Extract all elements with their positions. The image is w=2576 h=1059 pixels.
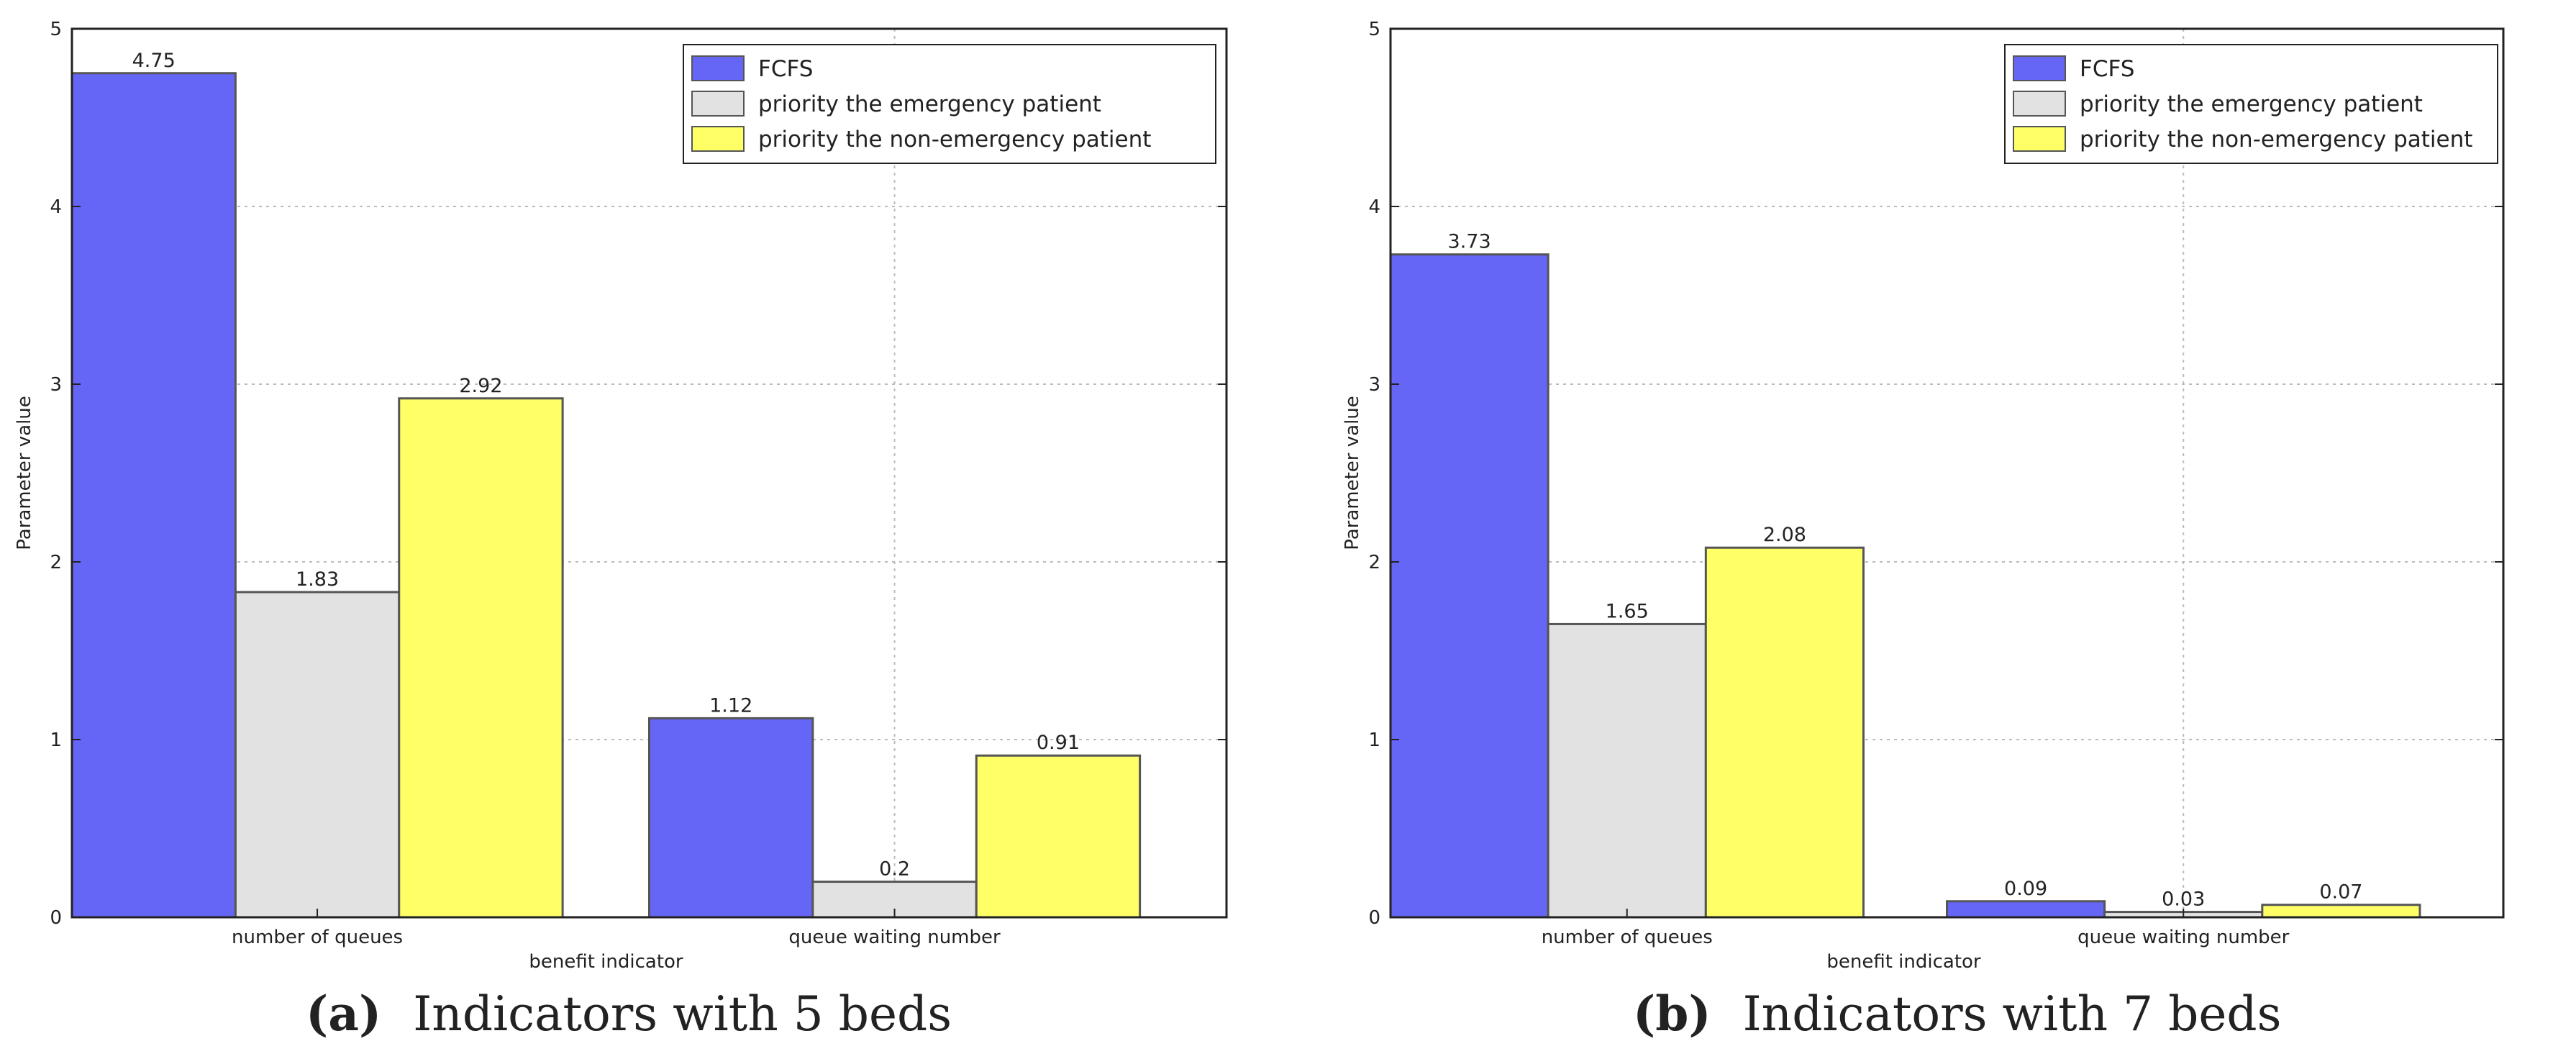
caption-a-text: Indicators with 5 beds xyxy=(413,986,952,1042)
bar-value-label: 0.09 xyxy=(2004,878,2047,900)
legend-label: FCFS xyxy=(2080,56,2134,82)
y-tick-label: 4 xyxy=(50,196,62,218)
y-tick-label: 5 xyxy=(50,19,62,40)
legend-label: priority the non-emergency patient xyxy=(2080,127,2472,153)
bar-value-label: 0.03 xyxy=(2162,888,2205,911)
bar-value-label: 4.75 xyxy=(132,50,176,72)
x-axis-label: benefit indicator xyxy=(529,951,683,973)
legend-swatch xyxy=(691,91,745,117)
bar-value-label: 2.08 xyxy=(1763,524,1806,546)
x-axis-label: benefit indicator xyxy=(1826,951,1981,973)
x-axis: number of queues queue waiting number xyxy=(1542,909,2290,948)
bars: 3.73 0.09 1.65 0.03 2.08 0.07 xyxy=(1389,231,2421,919)
bar-value-label: 0.2 xyxy=(879,858,910,881)
bar-value-label: 1.12 xyxy=(709,694,752,717)
legend-swatch xyxy=(691,55,745,81)
legend-swatch xyxy=(691,126,745,152)
y-tick-label: 0 xyxy=(50,907,62,929)
y-axis-label: Parameter value xyxy=(1342,396,1363,550)
legend-box xyxy=(683,44,1216,164)
plot-frame xyxy=(70,27,1228,919)
x-tick-label: queue waiting number xyxy=(2077,927,2290,948)
y-tick-label: 4 xyxy=(1368,196,1380,218)
chart-a: 4.75 1.12 1.83 0.2 2.92 0.91 0 1 2 3 4 5 number of q… xyxy=(14,19,1228,973)
legend: FCFS priority the emergency patient priori… xyxy=(683,44,1216,164)
bar xyxy=(234,591,401,919)
bar xyxy=(1704,546,1865,919)
caption-b-text: Indicators with 7 beds xyxy=(1742,986,2282,1042)
bar xyxy=(1547,622,1707,919)
x-axis: number of queues queue waiting number xyxy=(232,909,1001,948)
plot-frame xyxy=(1389,27,2505,919)
bar xyxy=(648,717,814,919)
legend-swatch xyxy=(2013,126,2066,152)
y-tick-label: 0 xyxy=(1368,907,1380,929)
x-tick-label: queue waiting number xyxy=(788,927,1001,948)
legend-swatch xyxy=(2013,55,2066,81)
x-tick-label: number of queues xyxy=(232,927,403,948)
y-tick-label: 1 xyxy=(1368,730,1380,751)
legend-label: FCFS xyxy=(758,56,813,82)
caption-b-tag: (b) xyxy=(1633,986,1711,1042)
x-tick-label: number of queues xyxy=(1542,927,1713,948)
legend-swatch xyxy=(2013,91,2066,117)
legend-label: priority the emergency patient xyxy=(2080,91,2423,117)
y-tick-label: 2 xyxy=(50,552,62,573)
bar-value-label: 2.92 xyxy=(459,375,502,397)
y-axis: 0 1 2 3 4 5 xyxy=(50,19,1226,929)
y-axis: 0 1 2 3 4 5 xyxy=(1368,19,2503,929)
caption-a: (a) Indicators with 5 beds xyxy=(306,986,952,1042)
legend: FCFS priority the emergency patient priori… xyxy=(2004,44,2498,164)
legend-box xyxy=(2004,44,2498,164)
bars: 4.75 1.12 1.83 0.2 2.92 0.91 xyxy=(70,50,1142,919)
bar-value-label: 0.07 xyxy=(2319,881,2362,904)
legend-label: priority the non-emergency patient xyxy=(758,127,1151,153)
bar-value-label: 1.65 xyxy=(1606,600,1649,622)
caption-b: (b) Indicators with 7 beds xyxy=(1633,986,2282,1042)
y-axis-label: Parameter value xyxy=(14,396,35,550)
y-tick-label: 5 xyxy=(1368,19,1380,40)
y-tick-label: 1 xyxy=(50,730,62,751)
chart-b: 3.73 0.09 1.65 0.03 2.08 0.07 0 1 2 3 4 5 number of … xyxy=(1342,19,2505,973)
caption-a-tag: (a) xyxy=(306,986,382,1042)
legend-label: priority the emergency patient xyxy=(758,91,1101,117)
bar xyxy=(2261,904,2421,919)
y-tick-label: 2 xyxy=(1368,552,1380,573)
bar-value-label: 0.91 xyxy=(1037,732,1080,754)
bar xyxy=(1389,253,1549,919)
bar xyxy=(975,754,1142,919)
bar xyxy=(70,72,237,919)
bar-value-label: 1.83 xyxy=(296,568,339,591)
y-tick-label: 3 xyxy=(1368,374,1380,396)
bar xyxy=(398,397,564,919)
grid-lines xyxy=(1391,29,2503,917)
y-tick-label: 3 xyxy=(50,374,62,396)
bar xyxy=(1946,900,2106,919)
bar-value-label: 3.73 xyxy=(1448,231,1491,253)
